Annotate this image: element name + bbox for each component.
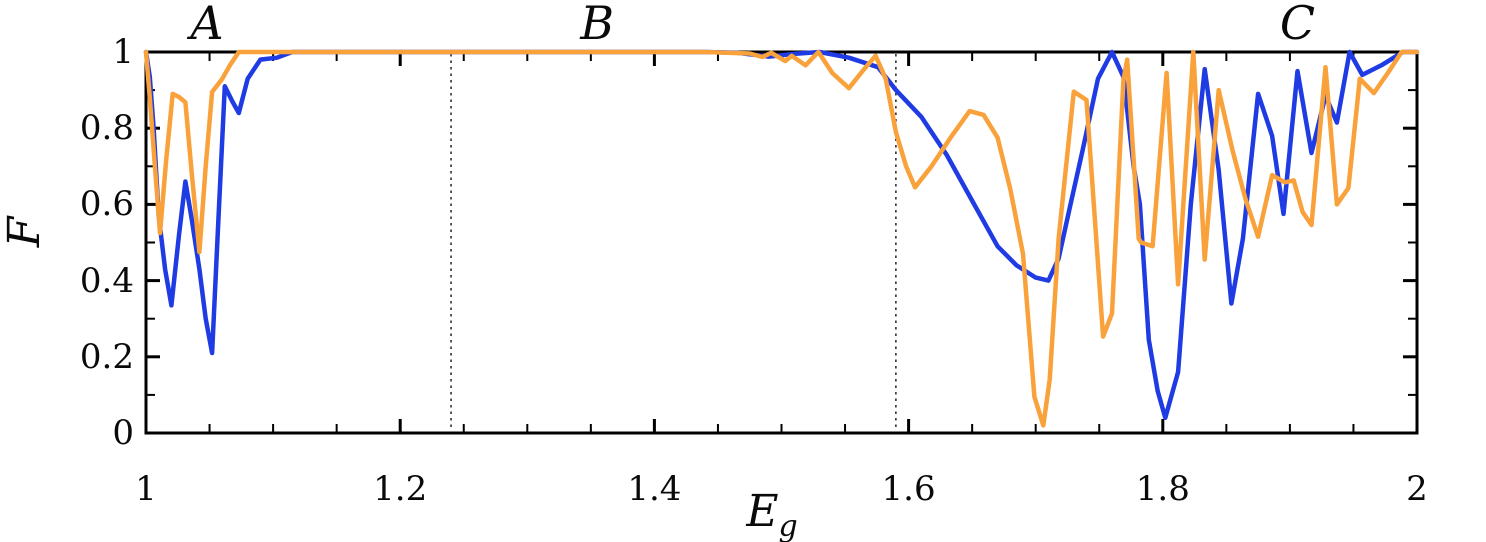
- x-tick-label-1.8: 1.8: [1135, 469, 1190, 509]
- y-tick-label-0.2: 0.2: [79, 336, 134, 377]
- x-axis-label-main: E: [746, 486, 779, 537]
- y-axis-label: F: [0, 216, 50, 248]
- y-tick-label-1: 1: [112, 32, 134, 72]
- x-tick-label-1: 1: [135, 469, 157, 509]
- series-orange-line: [143, 49, 1420, 428]
- plot-frame: [144, 50, 1419, 435]
- x-axis-label-subscript: g: [778, 508, 798, 542]
- region-label-a: A: [190, 0, 224, 50]
- x-tick-label-2: 2: [1406, 469, 1428, 509]
- y-tick-label-0: 0: [112, 413, 134, 453]
- region-label-c: C: [1279, 0, 1316, 50]
- x-tick-label-1.4: 1.4: [627, 469, 682, 509]
- x-tick-label-1.2: 1.2: [373, 469, 428, 509]
- y-tick-label-0.4: 0.4: [79, 260, 134, 301]
- x-tick-label-1.6: 1.6: [881, 469, 936, 509]
- region-label-b: B: [580, 0, 615, 50]
- x-axis-label: Eg: [746, 490, 797, 542]
- y-tick-label-0.6: 0.6: [79, 184, 134, 225]
- y-tick-label-0.8: 0.8: [79, 108, 134, 149]
- series-blue-line: [143, 49, 1420, 421]
